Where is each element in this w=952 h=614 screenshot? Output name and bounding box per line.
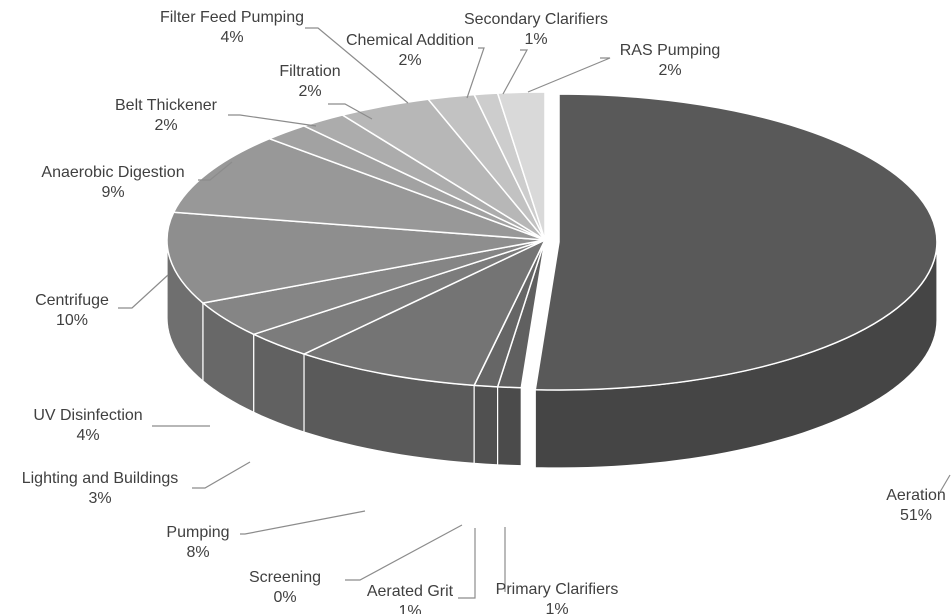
category-label-filtration: Filtration — [279, 63, 340, 80]
category-label-anaerobic-digestion: Anaerobic Digestion — [41, 164, 184, 181]
pie-slice-anaerobic-digestion — [172, 137, 546, 241]
leader-line-filtration — [328, 103, 373, 120]
value-label-anaerobic-digestion: 9% — [101, 184, 124, 201]
category-label-filter-feed-pumping: Filter Feed Pumping — [160, 9, 304, 26]
leader-line-belt-thickener — [228, 114, 317, 127]
leader-line-ras-pumping — [527, 57, 611, 93]
leader-line-screening — [345, 524, 463, 581]
value-label-aerated-grit: 1% — [398, 603, 421, 614]
value-label-screening: 0% — [273, 589, 296, 606]
category-label-pumping: Pumping — [166, 524, 229, 541]
leader-line-aeration — [939, 474, 951, 493]
category-label-belt-thickener: Belt Thickener — [115, 97, 218, 114]
value-label-belt-thickener: 2% — [154, 117, 177, 134]
category-label-screening: Screening — [249, 569, 321, 586]
value-label-aeration: 51% — [900, 507, 932, 524]
pie-slice-aeration — [534, 93, 938, 391]
leader-line-secondary-clarifiers — [502, 49, 529, 95]
leader-line-pumping — [240, 510, 366, 535]
value-label-ras-pumping: 2% — [658, 62, 681, 79]
value-label-primary-clarifiers: 1% — [545, 601, 568, 614]
value-label-pumping: 8% — [186, 544, 209, 561]
category-label-secondary-clarifiers: Secondary Clarifiers — [464, 11, 608, 28]
leader-line-filter-feed-pumping — [305, 27, 409, 104]
leader-line-centrifuge — [118, 274, 169, 309]
category-label-aeration: Aeration — [886, 487, 946, 504]
category-label-chemical-addition: Chemical Addition — [346, 32, 474, 49]
value-label-chemical-addition: 2% — [398, 52, 421, 69]
pie-side-primary-clarifiers — [497, 386, 522, 467]
pie-slice-centrifuge — [166, 211, 546, 304]
pie-labels: Aeration 51% Primary Clarifiers 1% Aerated G… — [22, 9, 951, 614]
value-label-secondary-clarifiers: 1% — [524, 31, 547, 48]
category-label-ras-pumping: RAS Pumping — [620, 42, 721, 59]
category-label-lighting-and-buildings: Lighting and Buildings — [22, 470, 179, 487]
leader-line-anaerobic-digestion — [198, 161, 233, 181]
category-label-aerated-grit: Aerated Grit — [367, 583, 454, 600]
leader-line-aerated-grit — [458, 528, 476, 599]
pie-side-aerated-grit — [473, 384, 499, 466]
category-label-primary-clarifiers: Primary Clarifiers — [496, 581, 619, 598]
pie-slice-ras-pumping — [496, 91, 546, 241]
category-label-centrifuge: Centrifuge — [35, 292, 109, 309]
leader-line-chemical-addition — [466, 47, 485, 99]
value-label-lighting-and-buildings: 3% — [88, 490, 111, 507]
value-label-filter-feed-pumping: 4% — [220, 29, 243, 46]
category-label-uv-disinfection: UV Disinfection — [33, 407, 142, 424]
value-label-centrifuge: 10% — [56, 312, 88, 329]
value-label-filtration: 2% — [298, 83, 321, 100]
leader-line-lighting-and-buildings — [192, 461, 251, 489]
value-label-uv-disinfection: 4% — [76, 427, 99, 444]
pie-slice-pumping — [302, 238, 547, 387]
pie-sides — [166, 94, 938, 469]
pie-tops — [166, 91, 938, 391]
